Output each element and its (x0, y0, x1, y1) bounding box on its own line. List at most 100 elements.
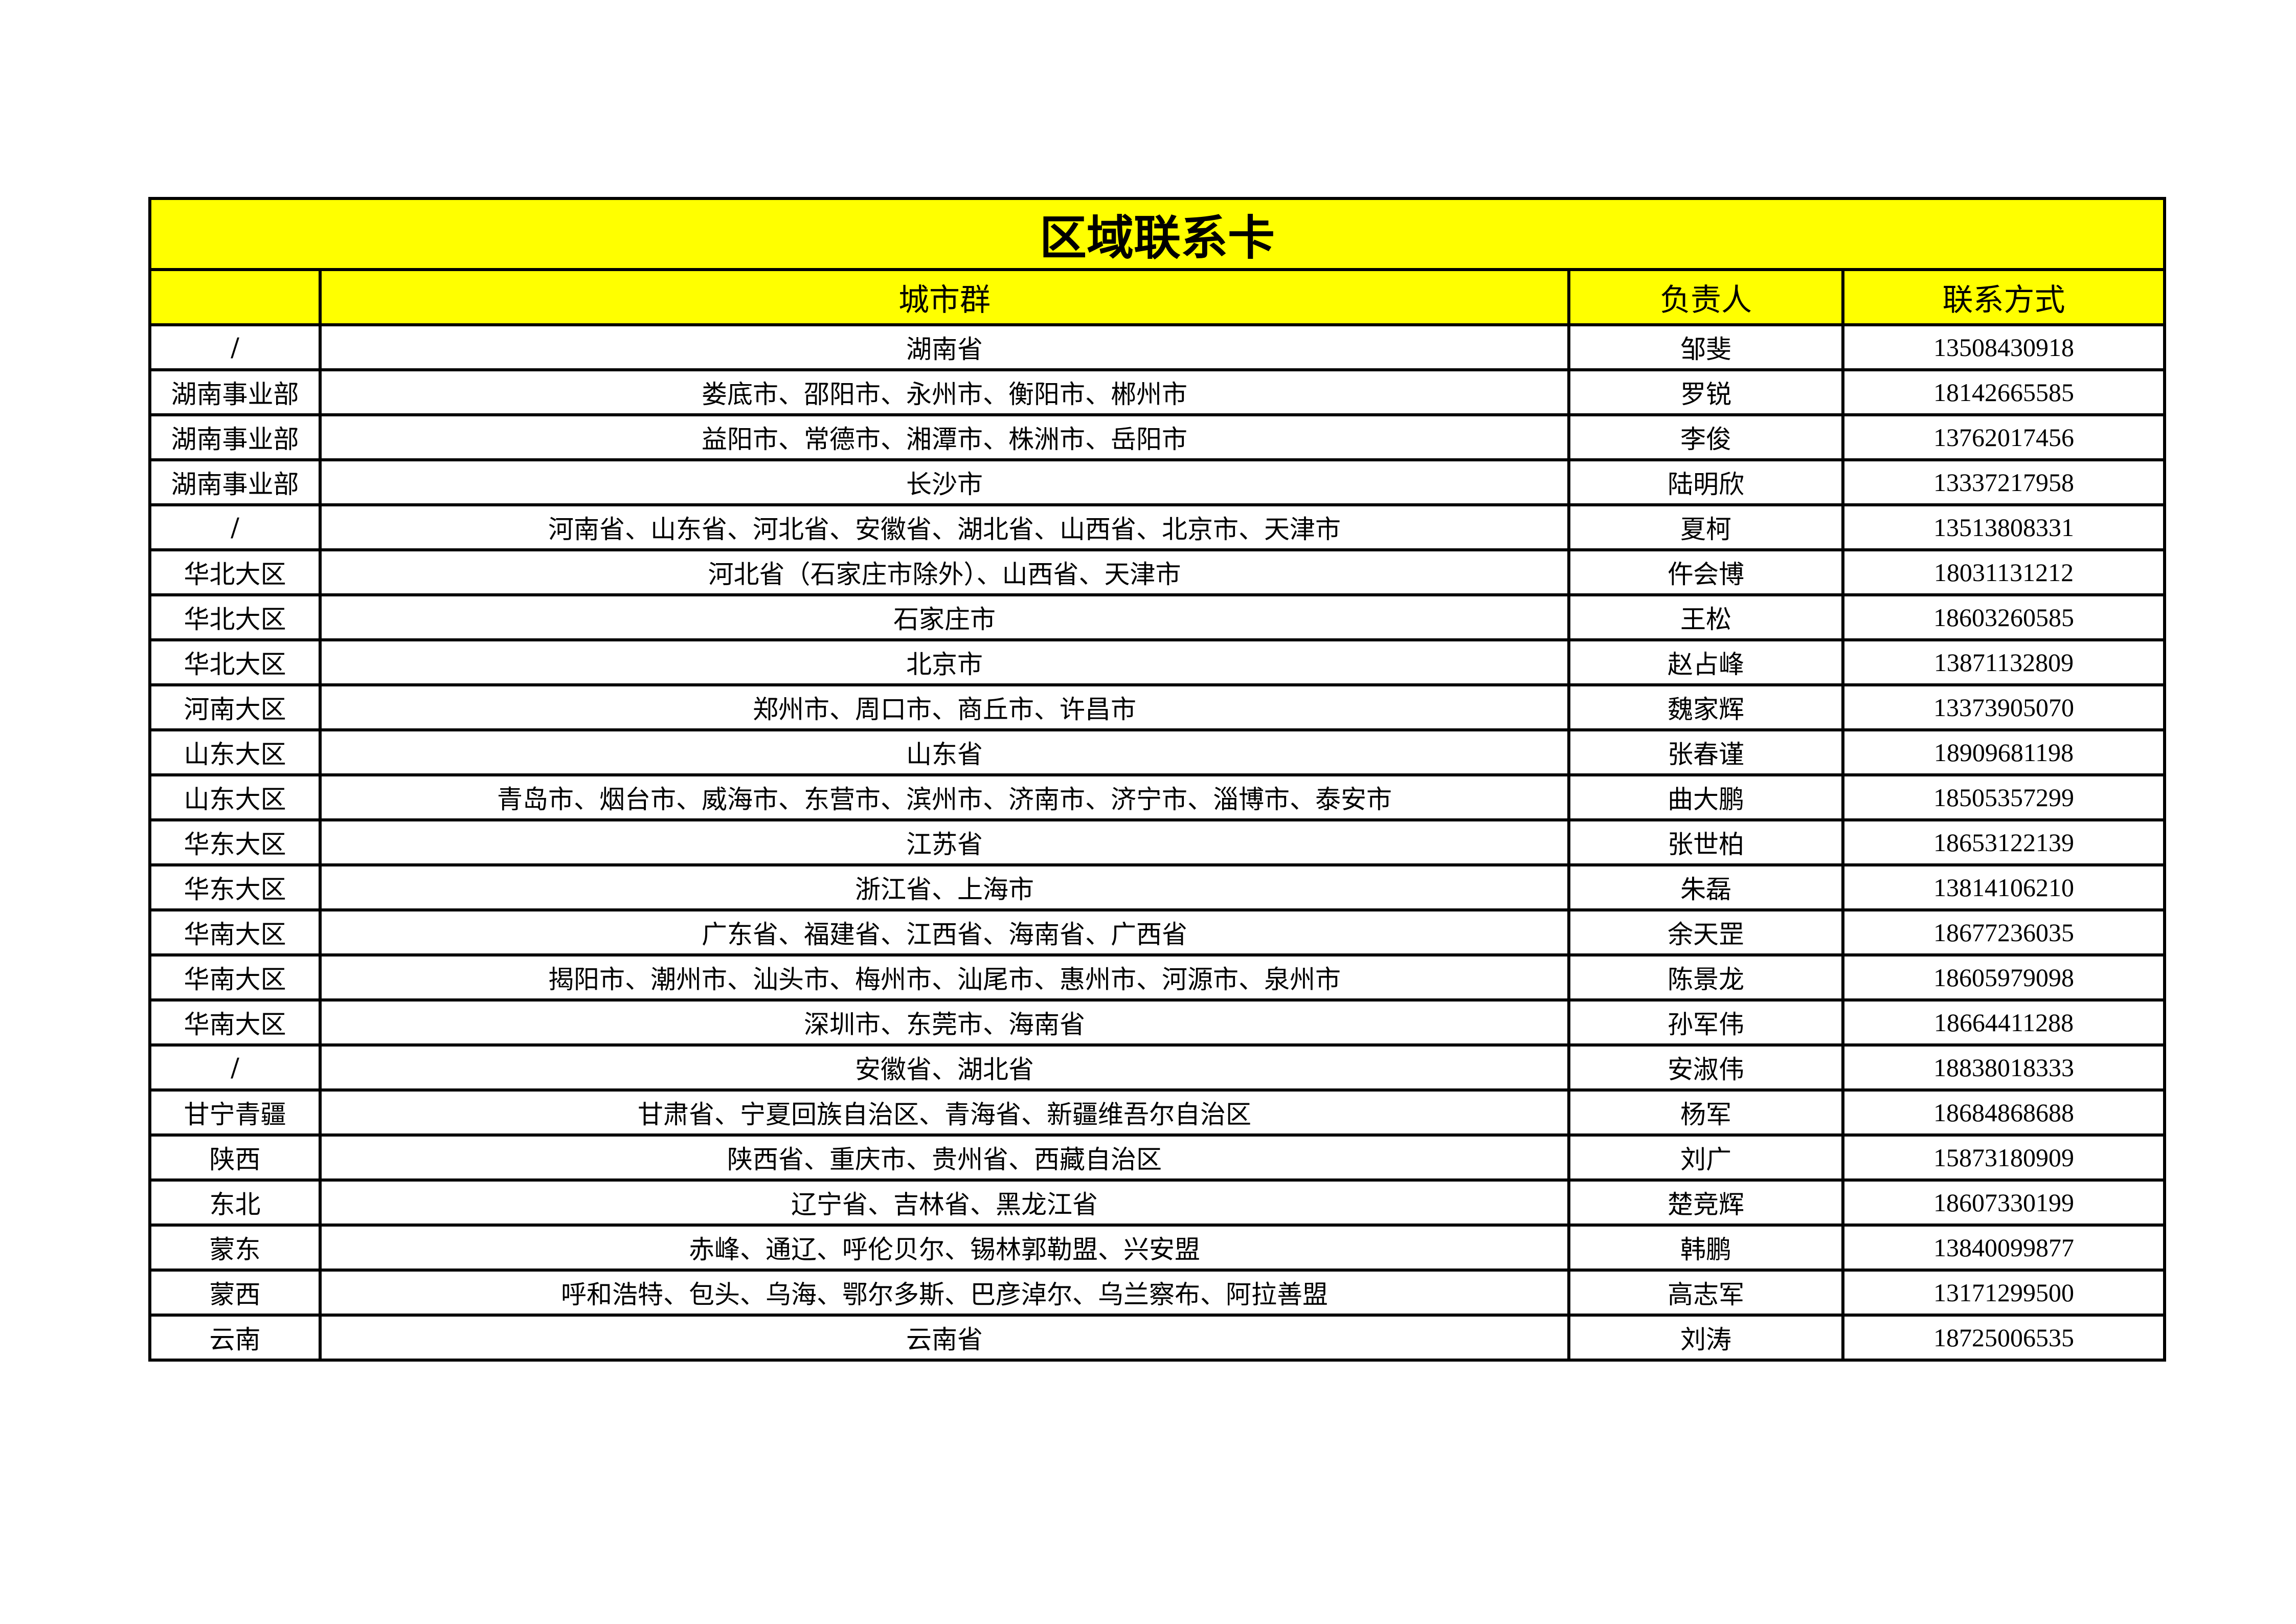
contact-cell: 18031131212 (1841, 548, 2167, 596)
region-cell: 蒙东 (148, 1223, 322, 1272)
table-row: 湖南事业部 益阳市、常德市、湘潭市、株洲市、岳阳市 李俊 13762017456 (148, 413, 2167, 461)
owner-cell: 余天罡 (1567, 908, 1844, 956)
cities-cell: 郑州市、周口市、商丘市、许昌市 (319, 683, 1570, 731)
region-cell: 华南大区 (148, 998, 322, 1047)
owner-cell: 邹斐 (1567, 323, 1844, 371)
cities-cell: 浙江省、上海市 (319, 863, 1570, 911)
owner-cell: 张春谨 (1567, 728, 1844, 776)
table-row: / 湖南省 邹斐 13508430918 (148, 323, 2167, 371)
contact-cell: 18725006535 (1841, 1314, 2167, 1362)
region-cell: 山东大区 (148, 773, 322, 821)
owner-cell: 王松 (1567, 593, 1844, 641)
region-cell: 甘宁青疆 (148, 1088, 322, 1137)
table-row: 蒙西 呼和浩特、包头、乌海、鄂尔多斯、巴彦淖尔、乌兰察布、阿拉善盟 高志军 13171… (148, 1269, 2167, 1317)
contact-cell: 13513808331 (1841, 503, 2167, 551)
header-row: 城市群 负责人 联系方式 (148, 268, 2167, 326)
owner-cell: 李俊 (1567, 413, 1844, 461)
owner-cell: 高志军 (1567, 1269, 1844, 1317)
contact-cell: 13171299500 (1841, 1269, 2167, 1317)
region-cell: 湖南事业部 (148, 458, 322, 506)
header-region (148, 268, 322, 326)
cities-cell: 北京市 (319, 638, 1570, 686)
owner-cell: 陈景龙 (1567, 953, 1844, 1002)
region-cell: 河南大区 (148, 683, 322, 731)
table-row: 华南大区 广东省、福建省、江西省、海南省、广西省 余天罡 18677236035 (148, 908, 2167, 956)
table-row: 山东大区 山东省 张春谨 18909681198 (148, 728, 2167, 776)
cities-cell: 江苏省 (319, 818, 1570, 866)
region-cell: / (148, 323, 322, 371)
contact-cell: 13814106210 (1841, 863, 2167, 911)
contact-cell: 18505357299 (1841, 773, 2167, 821)
owner-cell: 夏柯 (1567, 503, 1844, 551)
table-row: 华北大区 石家庄市 王松 18603260585 (148, 593, 2167, 641)
cities-cell: 河北省（石家庄市除外）、山西省、天津市 (319, 548, 1570, 596)
region-cell: 华北大区 (148, 638, 322, 686)
owner-cell: 韩鹏 (1567, 1223, 1844, 1272)
table-row: 湖南事业部 娄底市、邵阳市、永州市、衡阳市、郴州市 罗锐 18142665585 (148, 368, 2167, 416)
region-cell: 华南大区 (148, 953, 322, 1002)
owner-cell: 朱磊 (1567, 863, 1844, 911)
cities-cell: 甘肃省、宁夏回族自治区、青海省、新疆维吾尔自治区 (319, 1088, 1570, 1137)
owner-cell: 赵占峰 (1567, 638, 1844, 686)
owner-cell: 罗锐 (1567, 368, 1844, 416)
contact-cell: 13871132809 (1841, 638, 2167, 686)
cities-cell: 揭阳市、潮州市、汕头市、梅州市、汕尾市、惠州市、河源市、泉州市 (319, 953, 1570, 1002)
table-row: 湖南事业部 长沙市 陆明欣 13337217958 (148, 458, 2167, 506)
cities-cell: 湖南省 (319, 323, 1570, 371)
cities-cell: 云南省 (319, 1314, 1570, 1362)
owner-cell: 张世柏 (1567, 818, 1844, 866)
contact-table: 区域联系卡 城市群 负责人 联系方式 / 湖南省 邹斐 13508430918 湖南事业… (148, 197, 2167, 1362)
owner-cell: 陆明欣 (1567, 458, 1844, 506)
owner-cell: 刘涛 (1567, 1314, 1844, 1362)
region-cell: 华北大区 (148, 593, 322, 641)
cities-cell: 深圳市、东莞市、海南省 (319, 998, 1570, 1047)
contact-cell: 15873180909 (1841, 1133, 2167, 1182)
contact-cell: 13373905070 (1841, 683, 2167, 731)
contact-cell: 18603260585 (1841, 593, 2167, 641)
table-row: 华北大区 河北省（石家庄市除外）、山西省、天津市 仵会博 18031131212 (148, 548, 2167, 596)
contact-cell: 18664411288 (1841, 998, 2167, 1047)
region-cell: 华东大区 (148, 863, 322, 911)
contact-cell: 18607330199 (1841, 1178, 2167, 1227)
contact-cell: 18142665585 (1841, 368, 2167, 416)
cities-cell: 广东省、福建省、江西省、海南省、广西省 (319, 908, 1570, 956)
table-row: 华北大区 北京市 赵占峰 13871132809 (148, 638, 2167, 686)
region-cell: 陕西 (148, 1133, 322, 1182)
title-row: 区域联系卡 (148, 197, 2167, 271)
table-row: 河南大区 郑州市、周口市、商丘市、许昌市 魏家辉 13373905070 (148, 683, 2167, 731)
owner-cell: 刘广 (1567, 1133, 1844, 1182)
contact-cell: 18684868688 (1841, 1088, 2167, 1137)
contact-cell: 18909681198 (1841, 728, 2167, 776)
cities-cell: 辽宁省、吉林省、黑龙江省 (319, 1178, 1570, 1227)
header-contact: 联系方式 (1841, 268, 2167, 326)
contact-cell: 13840099877 (1841, 1223, 2167, 1272)
table-row: / 河南省、山东省、河北省、安徽省、湖北省、山西省、北京市、天津市 夏柯 135138… (148, 503, 2167, 551)
header-owner: 负责人 (1567, 268, 1844, 326)
contact-cell: 13508430918 (1841, 323, 2167, 371)
region-cell: 山东大区 (148, 728, 322, 776)
contact-cell: 13337217958 (1841, 458, 2167, 506)
owner-cell: 楚竞辉 (1567, 1178, 1844, 1227)
region-cell: / (148, 1043, 322, 1092)
cities-cell: 石家庄市 (319, 593, 1570, 641)
cities-cell: 娄底市、邵阳市、永州市、衡阳市、郴州市 (319, 368, 1570, 416)
region-cell: / (148, 503, 322, 551)
owner-cell: 魏家辉 (1567, 683, 1844, 731)
contact-cell: 13762017456 (1841, 413, 2167, 461)
table-row: 华南大区 深圳市、东莞市、海南省 孙军伟 18664411288 (148, 998, 2167, 1047)
cities-cell: 赤峰、通辽、呼伦贝尔、锡林郭勒盟、兴安盟 (319, 1223, 1570, 1272)
table-row: 云南 云南省 刘涛 18725006535 (148, 1314, 2167, 1362)
cities-cell: 安徽省、湖北省 (319, 1043, 1570, 1092)
page-title: 区域联系卡 (148, 197, 2167, 271)
header-cities: 城市群 (319, 268, 1570, 326)
table-row: 华东大区 江苏省 张世柏 18653122139 (148, 818, 2167, 866)
table-row: 华东大区 浙江省、上海市 朱磊 13814106210 (148, 863, 2167, 911)
table-row: 华南大区 揭阳市、潮州市、汕头市、梅州市、汕尾市、惠州市、河源市、泉州市 陈景龙 18… (148, 953, 2167, 1002)
table-row: / 安徽省、湖北省 安淑伟 18838018333 (148, 1043, 2167, 1092)
region-cell: 湖南事业部 (148, 413, 322, 461)
region-cell: 东北 (148, 1178, 322, 1227)
region-cell: 华南大区 (148, 908, 322, 956)
region-cell: 云南 (148, 1314, 322, 1362)
table-row: 甘宁青疆 甘肃省、宁夏回族自治区、青海省、新疆维吾尔自治区 杨军 1868486868… (148, 1088, 2167, 1137)
region-cell: 蒙西 (148, 1269, 322, 1317)
